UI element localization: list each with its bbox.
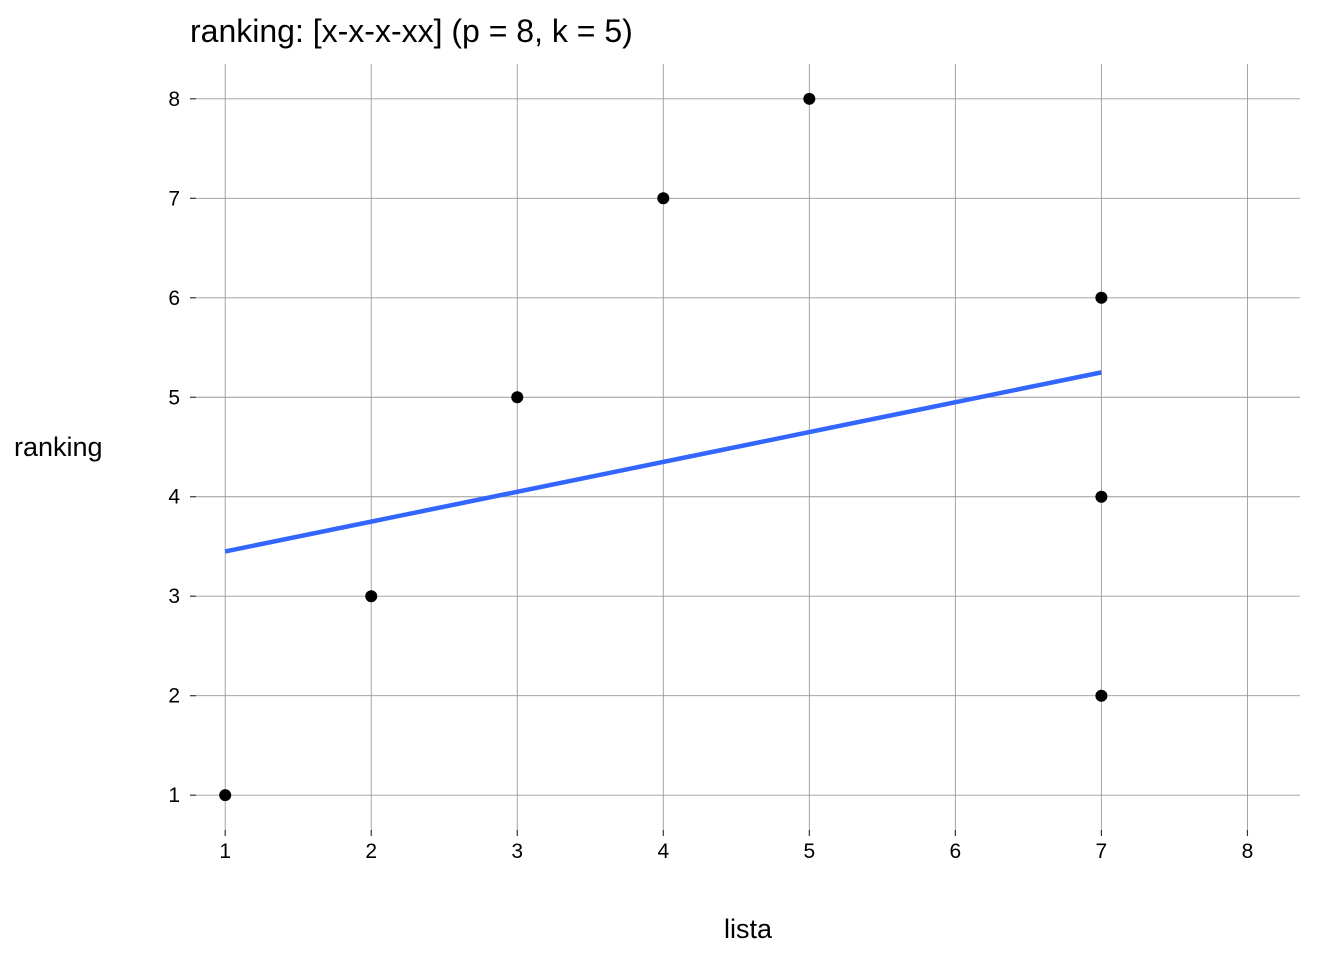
y-tick-label: 6 (168, 287, 180, 310)
x-axis-title: lista (724, 914, 773, 944)
grid-lines (196, 64, 1300, 830)
y-tick-label: 7 (168, 187, 180, 210)
y-tick-label: 4 (168, 486, 180, 509)
x-tick-label: 6 (950, 840, 962, 863)
data-point (803, 92, 816, 105)
x-tick-label: 8 (1242, 840, 1254, 863)
x-tick-label: 5 (803, 840, 815, 863)
x-tick-label: 3 (511, 840, 523, 863)
data-point (1095, 689, 1108, 702)
axis-ticks: 1 2 3 4 5 6 7 8 1 2 3 4 5 6 7 8 (168, 88, 1253, 863)
data-point (657, 192, 670, 205)
y-tick-label: 5 (168, 386, 180, 409)
trend-line-layer (224, 370, 1102, 554)
trend-line (224, 370, 1102, 554)
y-tick-label: 1 (168, 784, 180, 807)
data-points (219, 92, 1108, 802)
x-tick-label: 1 (219, 840, 231, 863)
data-point (1095, 490, 1108, 503)
data-point (365, 590, 378, 603)
x-tick-label: 7 (1096, 840, 1108, 863)
data-point (1095, 291, 1108, 304)
data-point (219, 789, 232, 802)
y-tick-label: 2 (168, 685, 180, 708)
chart-title: ranking: [x-x-x-xx] (p = 8, k = 5) (190, 13, 633, 49)
x-tick-label: 2 (365, 840, 377, 863)
data-point (511, 391, 524, 404)
y-axis-title: ranking (14, 432, 103, 462)
y-tick-label: 3 (168, 585, 180, 608)
y-tick-label: 8 (168, 88, 180, 111)
x-tick-label: 4 (657, 840, 669, 863)
